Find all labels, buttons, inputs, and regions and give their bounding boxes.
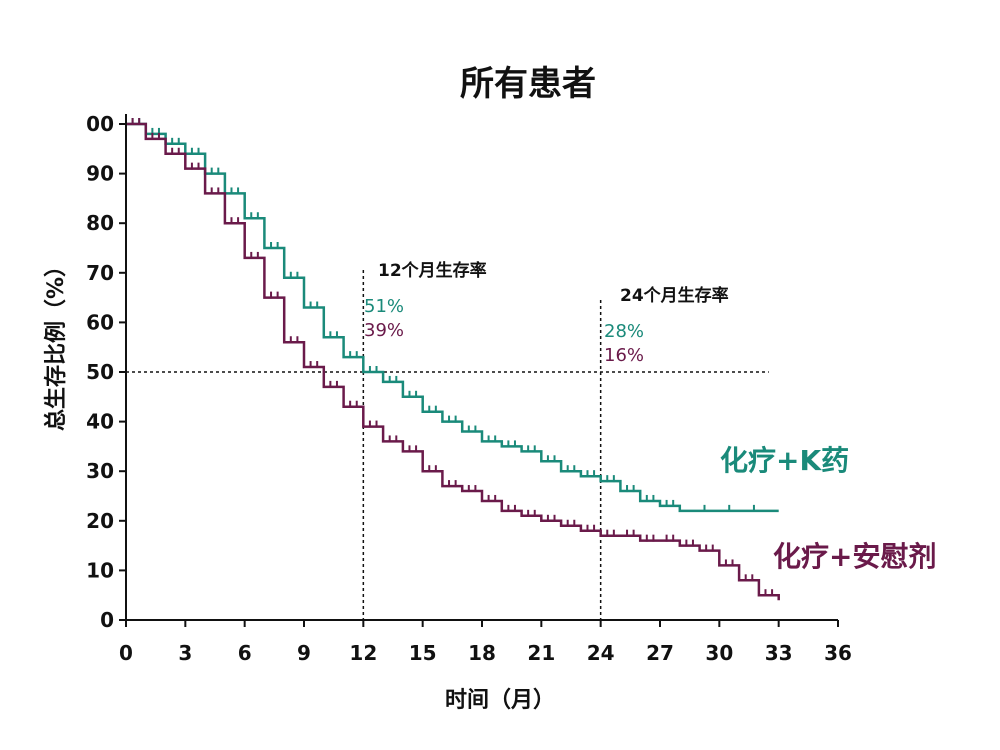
y-axis-ticks: 0 10 20 30 40 50 60 70 80 90 00: [86, 112, 126, 632]
y-tick-label: 30: [86, 459, 114, 483]
annotation-title: 24个月生存率: [620, 285, 729, 306]
annotation-value: 39%: [364, 320, 404, 341]
series-line-1: [126, 122, 779, 513]
annotation-value: 16%: [604, 345, 644, 366]
legend-series-1: 化疗+K药: [720, 444, 849, 477]
y-tick-label: 80: [86, 211, 114, 235]
y-tick-label: 20: [86, 509, 114, 533]
x-tick-label: 9: [297, 641, 311, 665]
series-line-2: [126, 122, 780, 601]
reference-lines: [126, 270, 769, 620]
x-tick-label: 36: [824, 641, 852, 665]
x-tick-label: 18: [468, 641, 496, 665]
x-tick-label: 6: [238, 641, 252, 665]
y-tick-label: 60: [86, 310, 114, 334]
x-axis-title: 时间（月）: [445, 688, 555, 713]
x-tick-label: 24: [587, 641, 615, 665]
series-layer: [126, 118, 780, 601]
x-tick-label: 27: [646, 641, 674, 665]
y-tick-label: 00: [86, 112, 114, 136]
y-tick-label: 10: [86, 558, 114, 582]
annotation-title: 12个月生存率: [378, 260, 487, 281]
chart-title: 所有患者: [460, 64, 596, 104]
annotation-value: 28%: [604, 321, 644, 342]
x-tick-label: 0: [119, 641, 133, 665]
y-tick-label: 40: [86, 410, 114, 434]
x-tick-label: 15: [409, 641, 437, 665]
annotations: 12个月生存率 51% 39% 24个月生存率 28% 16%: [364, 260, 729, 366]
x-axis-ticks: 0 3 6 9 12 15 18 21 24 27 30 33 36: [119, 620, 852, 665]
legend-series-2: 化疗+安慰剂: [773, 540, 936, 573]
y-tick-label: 50: [86, 360, 114, 384]
annotation-value: 51%: [364, 296, 404, 317]
x-tick-label: 21: [527, 641, 555, 665]
x-tick-label: 33: [765, 641, 793, 665]
x-tick-label: 30: [705, 641, 733, 665]
x-tick-label: 3: [178, 641, 192, 665]
y-tick-label: 70: [86, 261, 114, 285]
y-axis-title: 总生存比例（%）: [43, 255, 69, 431]
y-tick-label: 90: [86, 162, 114, 186]
y-tick-label: 0: [100, 608, 114, 632]
x-tick-label: 12: [349, 641, 377, 665]
